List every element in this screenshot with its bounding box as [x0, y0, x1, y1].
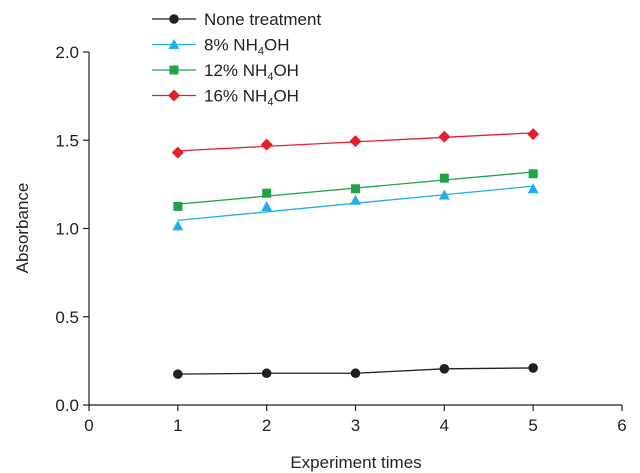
- legend-label: None treatment: [204, 10, 321, 29]
- legend-marker: [168, 89, 180, 102]
- legend-label-subscript: 4: [258, 46, 264, 58]
- x-tick-label: 0: [84, 416, 93, 435]
- legend-label-main: None treatment: [204, 10, 321, 29]
- legend-label-suffix: OH: [273, 61, 299, 80]
- x-tick-label: 1: [173, 416, 182, 435]
- plot-area: [171, 128, 540, 379]
- y-axis-title: Absorbance: [13, 183, 32, 274]
- series-2: [173, 169, 538, 211]
- data-point: [527, 183, 539, 194]
- series-0: [173, 363, 538, 379]
- y-tick-label: 0.5: [55, 308, 79, 327]
- data-point: [261, 200, 273, 211]
- data-point: [173, 201, 183, 211]
- legend-item-1: 8% NH4OH: [152, 36, 289, 58]
- legend-marker: [169, 65, 179, 75]
- legend-label-main: 16% NH: [204, 87, 267, 106]
- legend-label-suffix: OH: [273, 87, 299, 106]
- data-point: [351, 184, 360, 194]
- data-point: [349, 135, 362, 148]
- legend-label-main: 8% NH: [204, 36, 258, 55]
- legend-label: 12% NH4OH: [204, 61, 299, 83]
- legend-item-0: None treatment: [152, 10, 321, 29]
- legend-label: 16% NH4OH: [204, 87, 299, 109]
- legend-label: 8% NH4OH: [204, 36, 289, 58]
- axes: 0 1 2 3 4 5 6 0.0 0.5 1.0 1.5 2.0: [55, 43, 626, 435]
- legend-marker: [168, 39, 180, 49]
- data-point: [438, 130, 451, 143]
- legend-label-subscript: 4: [267, 97, 273, 109]
- data-point: [439, 364, 450, 374]
- x-tick-label: 5: [528, 416, 537, 435]
- legend-label-suffix: OH: [264, 36, 290, 55]
- data-point: [528, 169, 538, 179]
- y-tick-label: 2.0: [55, 43, 79, 62]
- x-axis-title: Experiment times: [290, 453, 421, 472]
- x-tick-label: 4: [440, 416, 449, 435]
- data-point: [350, 194, 361, 205]
- y-tick-label: 1.0: [55, 220, 79, 239]
- x-tick-label: 6: [617, 416, 626, 435]
- legend-marker: [169, 14, 179, 24]
- data-point: [173, 369, 183, 379]
- x-tick-label: 3: [351, 416, 360, 435]
- data-point: [261, 368, 272, 379]
- series-3: [171, 128, 540, 159]
- y-tick-label: 1.5: [55, 131, 79, 150]
- data-point: [527, 128, 540, 141]
- data-point: [262, 188, 272, 198]
- data-point: [439, 173, 449, 183]
- legend-label-subscript: 4: [267, 71, 273, 83]
- legend-item-3: 16% NH4OH: [152, 87, 299, 109]
- x-tick-label: 2: [262, 416, 271, 435]
- data-point: [528, 363, 538, 373]
- y-tick-label: 0.0: [55, 396, 79, 415]
- data-point: [350, 368, 361, 379]
- data-point: [171, 146, 184, 159]
- data-point: [438, 189, 450, 200]
- series-1: [172, 183, 539, 231]
- data-point: [260, 138, 273, 151]
- data-point: [172, 220, 184, 231]
- legend-label-main: 12% NH: [204, 61, 267, 80]
- legend-item-2: 12% NH4OH: [152, 61, 299, 83]
